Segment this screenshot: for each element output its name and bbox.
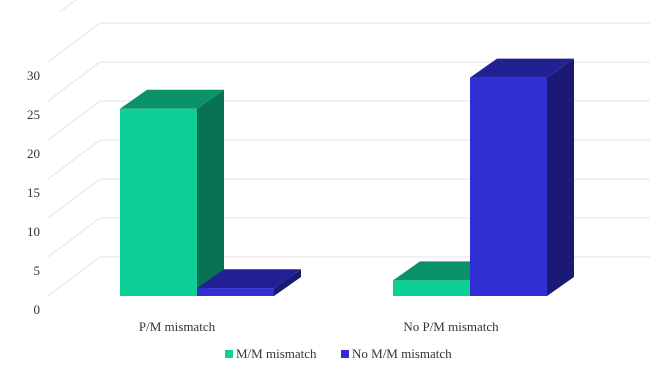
bar-side [197,89,224,296]
y-tick-label: 15 [27,185,40,200]
bar-front [393,280,470,296]
gridline-slant [47,217,101,258]
legend-swatch [341,350,349,358]
bar-front [120,108,197,296]
y-tick-label: 25 [27,107,40,122]
gridline-slant [47,178,101,219]
gridline-slant [47,100,101,141]
bar-front [197,288,274,296]
y-tick-label: 0 [34,302,41,317]
bar [470,58,574,296]
x-tick-label: No P/M mismatch [403,319,499,334]
y-tick-label: 20 [27,146,40,161]
bars [120,58,574,296]
y-axis-ticks: 0 5 10 15 20 25 30 [27,68,40,317]
bar-side [547,58,574,296]
bar [120,89,224,296]
legend-item[interactable]: M/M mismatch [225,346,317,361]
bar-top [470,58,574,78]
bar-top [197,269,301,289]
y-tick-label: 30 [27,68,40,83]
gridline-slant [47,22,101,63]
legend[interactable]: M/M mismatch No M/M mismatch [225,346,452,361]
legend-swatch [225,350,233,358]
gridline-slant [47,256,101,297]
x-axis-labels: P/M mismatch No P/M mismatch [139,319,499,334]
bar-top [120,89,224,109]
y-tick-label: 5 [34,263,41,278]
gridline-slant [47,139,101,180]
legend-item[interactable]: No M/M mismatch [341,346,452,361]
x-tick-label: P/M mismatch [139,319,216,334]
legend-label: No M/M mismatch [352,346,452,361]
y-tick-label: 10 [27,224,40,239]
legend-label: M/M mismatch [236,346,317,361]
bar [197,269,301,296]
bar-front [470,77,547,296]
bar-side [274,269,301,296]
gridline-slant [59,0,77,13]
gridline-slant [47,61,101,102]
